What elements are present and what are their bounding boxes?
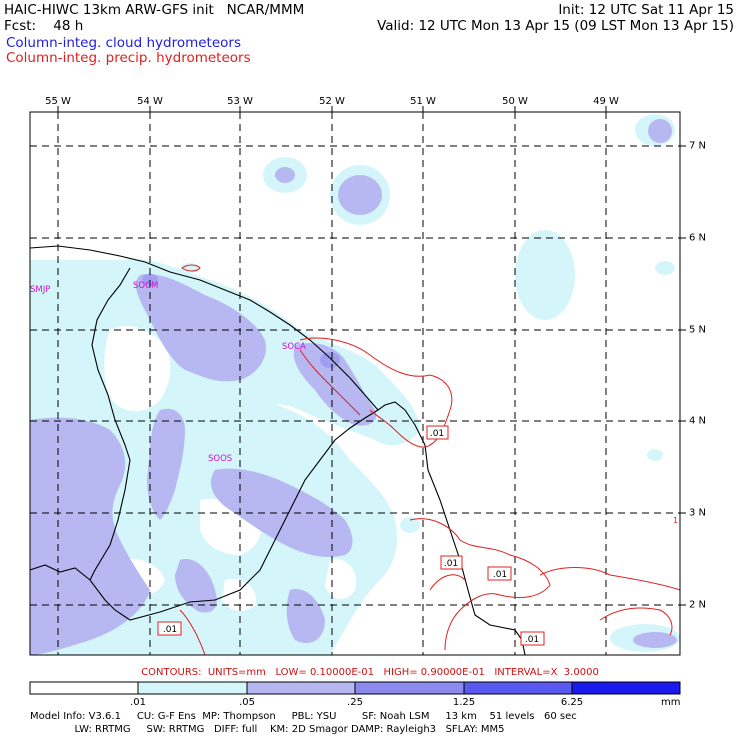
lat-label: 7 N	[689, 140, 707, 152]
station-soos: SOOS	[208, 454, 232, 464]
lat-ticks	[680, 145, 686, 606]
colorbar-bin-1	[137, 681, 248, 695]
contour-label: .01	[163, 625, 177, 635]
contour-label: .01	[493, 570, 507, 580]
lat-lon-grid	[30, 112, 680, 655]
colorbar-bin-2	[246, 681, 356, 695]
station-soca: SOCA	[282, 342, 306, 352]
colorbar-bin-0	[29, 681, 139, 695]
colorbar-bin-4	[463, 681, 573, 695]
precip-contours	[179, 264, 680, 655]
lon-ticks	[57, 106, 607, 112]
contour-label: .01	[525, 635, 539, 645]
map-frame	[29, 111, 681, 656]
contour-label: .01	[430, 429, 444, 439]
lon-label: 54 W	[137, 96, 163, 107]
precip-field-title: Column-integ. precip. hydrometeors	[6, 50, 251, 66]
lon-label: 49 W	[593, 96, 619, 107]
colorbar-tick: .01	[130, 697, 146, 708]
lon-label: 50 W	[502, 96, 528, 107]
lon-label: 55 W	[45, 96, 71, 107]
model-info-line2: LW: RRTMG SW: RRTMG DIFF: full KM: 2D Sm…	[30, 724, 505, 735]
lat-label: 4 N	[689, 415, 707, 427]
station-labels: SMJP SOCM SOCA SOOS	[30, 281, 306, 464]
contour-edge-mark: 1	[673, 516, 678, 525]
contour-info: CONTOURS: UNITS=mm LOW= 0.10000E-01 HIGH…	[141, 667, 599, 678]
lat-label: 3 N	[689, 507, 707, 519]
lat-label: 6 N	[689, 232, 707, 244]
colorbar-tick: .05	[239, 697, 255, 708]
colorbar-unit: mm	[661, 697, 681, 708]
colorbar	[29, 681, 681, 695]
header-forecast-hour: Fcst: 48 h	[4, 18, 84, 34]
colorbar-tick: .25	[347, 697, 363, 708]
model-info-line1: Model Info: V3.6.1 CU: G-F Ens MP: Thomp…	[30, 711, 577, 722]
colorbar-tick: 1.25	[452, 697, 476, 708]
colorbar-bin-5	[571, 681, 681, 695]
lat-label: 2 N	[689, 599, 707, 611]
colorbar-tick: 6.25	[560, 697, 584, 708]
station-socm: SOCM	[133, 281, 158, 291]
cloud-field-title: Column-integ. cloud hydrometeors	[6, 35, 242, 51]
lon-label: 51 W	[410, 96, 436, 107]
header-init-time: Init: 12 UTC Sat 11 Apr 15	[558, 2, 734, 18]
lat-label: 5 N	[689, 324, 707, 336]
colorbar-bin-3	[354, 681, 465, 695]
lon-label: 52 W	[319, 96, 345, 107]
station-smjp: SMJP	[30, 285, 50, 295]
coastlines-borders	[30, 245, 526, 655]
lon-label: 53 W	[227, 96, 253, 107]
contour-labels: .01 .01 .01 .01 .01 1	[157, 425, 678, 646]
header-valid-time: Valid: 12 UTC Mon 13 Apr 15 (09 LST Mon …	[377, 18, 734, 34]
contour-label: .01	[444, 559, 458, 569]
cloud-level2-field	[30, 119, 677, 655]
header-title: HAIC-HIWC 13km ARW-GFS init NCAR/MMM	[4, 2, 305, 18]
